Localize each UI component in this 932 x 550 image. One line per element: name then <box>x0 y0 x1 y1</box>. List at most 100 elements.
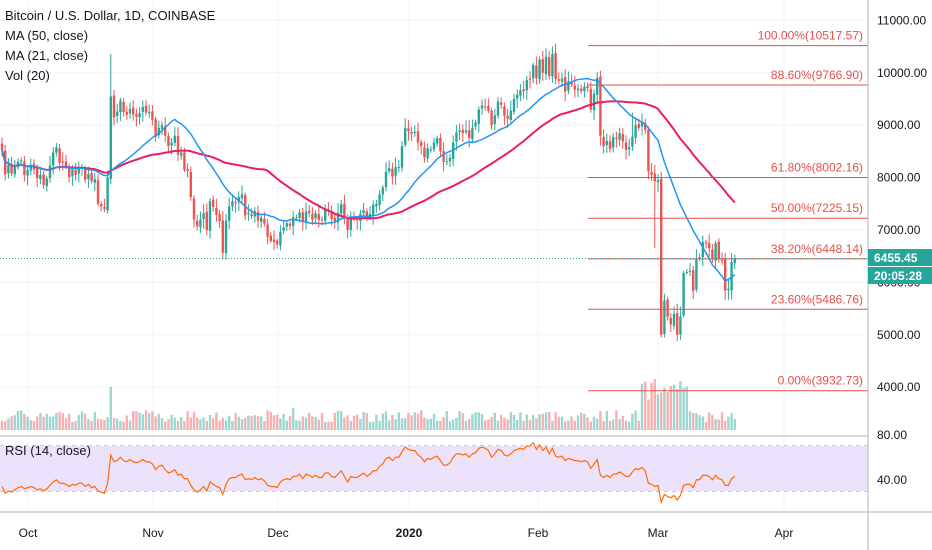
candle-body <box>400 146 404 168</box>
time-axis[interactable]: Oct Nov Dec 2020 Feb Mar Apr <box>19 526 794 540</box>
candle-body <box>218 214 221 222</box>
candle-body <box>116 111 119 116</box>
volume-bar <box>567 420 570 430</box>
volume-bar <box>23 413 26 430</box>
volume-bar <box>560 416 564 430</box>
volume-bar <box>468 418 471 430</box>
volume-bar <box>29 420 32 430</box>
volume-bar <box>154 416 157 430</box>
candle-body <box>93 179 96 183</box>
volume-bar <box>16 410 20 430</box>
volume-bar <box>208 414 212 430</box>
volume-bar <box>519 412 522 430</box>
volume-bar <box>13 415 16 430</box>
volume-bar <box>644 381 647 430</box>
volume-bar <box>413 412 416 430</box>
candle-body <box>132 107 135 115</box>
candle-body <box>148 112 151 114</box>
volume-bar <box>432 413 436 430</box>
candle-body <box>74 169 77 175</box>
ma21-legend[interactable]: MA (21, close) <box>5 48 89 63</box>
time-tick-label: Oct <box>19 526 38 540</box>
fib-label: 100.00%(10517.57) <box>758 29 863 43</box>
volume-bar <box>250 416 253 430</box>
vol-legend[interactable]: Vol (20) <box>5 68 50 83</box>
volume-bar <box>596 418 599 430</box>
candle-body <box>480 105 484 109</box>
volume-bar <box>157 413 160 430</box>
volume-bar <box>717 419 720 430</box>
rsi-axis[interactable]: 40.00 80.00 <box>877 428 907 487</box>
volume-bar <box>199 419 202 430</box>
volume-bar <box>464 420 468 430</box>
candle-body <box>496 101 500 116</box>
volume-bar <box>720 412 724 430</box>
candle-body <box>224 220 228 254</box>
candle-body <box>423 147 426 158</box>
volume-bar <box>612 419 615 430</box>
ma50-legend[interactable]: MA (50, close) <box>5 28 89 43</box>
volume-bar <box>151 411 154 430</box>
volume-bar <box>234 412 237 430</box>
rsi-legend[interactable]: RSI (14, close) <box>5 443 91 458</box>
rsi-tick-label: 40.00 <box>877 473 907 487</box>
legend: Bitcoin / U.S. Dollar, 1D, COINBASE MA (… <box>5 6 215 86</box>
candle-body <box>244 195 247 216</box>
price-axis[interactable]: 4000.005000.006000.007000.008000.009000.… <box>877 13 927 394</box>
volume-bar <box>458 411 461 430</box>
volume-bar <box>205 420 208 430</box>
price-tag-value: 6455.45 <box>874 251 918 265</box>
candle-body <box>324 209 327 221</box>
volume-bar <box>503 417 506 430</box>
candle-body <box>474 122 477 127</box>
candle-body <box>637 124 640 128</box>
volume-bar <box>224 420 228 430</box>
volume-bar <box>263 420 266 430</box>
candle-body <box>100 203 103 207</box>
volume-bar <box>311 416 314 430</box>
volume-bar <box>589 421 592 430</box>
candle-body <box>541 59 544 73</box>
fib-label: 38.20%(6448.14) <box>771 242 863 256</box>
volume-bar <box>650 382 653 430</box>
candle-body <box>176 135 180 155</box>
candle-body <box>448 157 452 162</box>
candle-body <box>592 93 596 111</box>
volume-bar <box>256 416 260 430</box>
candle-body <box>647 129 650 172</box>
time-tick-label: Feb <box>528 526 549 540</box>
volume-bar <box>666 391 669 430</box>
candle-body <box>557 79 560 81</box>
candle-body <box>397 167 400 169</box>
candle-body <box>266 224 269 237</box>
volume-bar <box>276 414 279 430</box>
price-tick-label: 9000.00 <box>877 118 921 132</box>
symbol-title[interactable]: Bitcoin / U.S. Dollar, 1D, COINBASE <box>5 8 216 23</box>
volume-bar <box>77 414 80 430</box>
candle-body <box>234 202 237 204</box>
volume-bar <box>410 415 413 430</box>
candle-body <box>596 78 599 95</box>
volume-bar <box>618 419 621 430</box>
volume-bar <box>541 413 544 430</box>
volume-bar <box>676 388 679 430</box>
candle-body <box>128 108 132 114</box>
price-tick-label: 8000.00 <box>877 171 921 185</box>
volume-bar <box>285 420 288 430</box>
candle-body <box>490 110 493 126</box>
volume-bar <box>423 417 426 430</box>
candle-body <box>528 78 532 80</box>
candle-body <box>493 115 496 124</box>
volume-bar <box>164 421 167 430</box>
candle-body <box>164 126 167 136</box>
volume-bar <box>381 413 384 430</box>
candle-body <box>503 106 506 116</box>
volume-bar <box>119 421 122 430</box>
candle-body <box>461 129 464 134</box>
volume-bar <box>301 416 304 430</box>
candle-body <box>522 89 525 92</box>
volume-bar <box>103 420 106 430</box>
volume-bar <box>484 420 487 430</box>
volume-bar <box>452 419 455 430</box>
